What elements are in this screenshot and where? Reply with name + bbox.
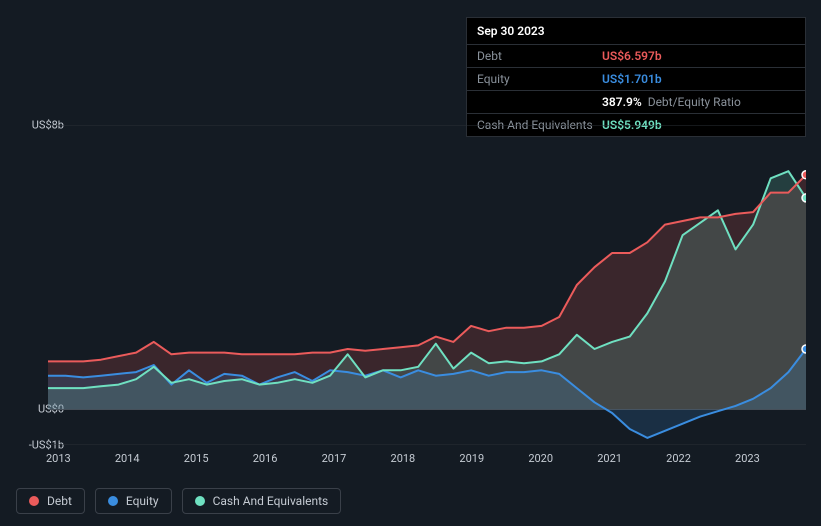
tooltip-label: Debt — [477, 49, 602, 63]
cash-legend-dot-icon — [195, 496, 205, 506]
tooltip-value: US$6.597b — [602, 49, 662, 63]
x-tick-label: 2023 — [735, 452, 760, 465]
x-tick-label: 2013 — [46, 452, 71, 465]
x-tick-label: 2020 — [528, 452, 553, 465]
x-axis: 2013 2014 2015 2016 2017 2018 2019 2020 2021 2022… — [48, 452, 806, 470]
tooltip-row: DebtUS$6.597b — [467, 45, 805, 68]
tooltip-value: 387.9%Debt/Equity Ratio — [602, 95, 741, 109]
legend-label: Debt — [47, 494, 72, 508]
legend-label: Equity — [126, 494, 159, 508]
x-tick-label: 2015 — [184, 452, 209, 465]
equity-legend-dot-icon — [108, 496, 118, 506]
x-tick-label: 2018 — [391, 452, 416, 465]
chart-area: US$8bUS$0-US$1b 201320142015201620172018… — [16, 125, 806, 470]
legend-item-cash[interactable]: Cash And Equivalents — [182, 488, 342, 514]
tooltip-value: US$1.701b — [602, 72, 662, 86]
tooltip-row: 387.9%Debt/Equity Ratio — [467, 91, 805, 114]
tooltip-row: EquityUS$1.701b — [467, 68, 805, 91]
tooltip-extra: Debt/Equity Ratio — [648, 95, 741, 109]
legend-label: Cash And Equivalents — [213, 494, 329, 508]
legend-item-debt[interactable]: Debt — [16, 488, 85, 514]
x-tick-label: 2021 — [597, 452, 622, 465]
x-tick-label: 2019 — [459, 452, 484, 465]
tooltip-label: Equity — [477, 72, 602, 86]
data-tooltip: Sep 30 2023 DebtUS$6.597bEquityUS$1.701b… — [466, 17, 806, 137]
tooltip-date: Sep 30 2023 — [467, 18, 805, 45]
x-tick-label: 2014 — [115, 452, 140, 465]
chart-container: Sep 30 2023 DebtUS$6.597bEquityUS$1.701b… — [0, 0, 821, 526]
chart-svg — [48, 125, 806, 445]
tooltip-label — [477, 95, 602, 109]
x-tick-label: 2022 — [666, 452, 691, 465]
cash-end-marker — [802, 194, 806, 202]
plot-area[interactable] — [48, 125, 806, 445]
x-tick-label: 2016 — [253, 452, 278, 465]
debt-end-marker — [802, 171, 806, 179]
legend: Debt Equity Cash And Equivalents — [16, 488, 341, 514]
debt-legend-dot-icon — [29, 496, 39, 506]
x-tick-label: 2017 — [322, 452, 347, 465]
equity-end-marker — [802, 345, 806, 353]
legend-item-equity[interactable]: Equity — [95, 488, 172, 514]
